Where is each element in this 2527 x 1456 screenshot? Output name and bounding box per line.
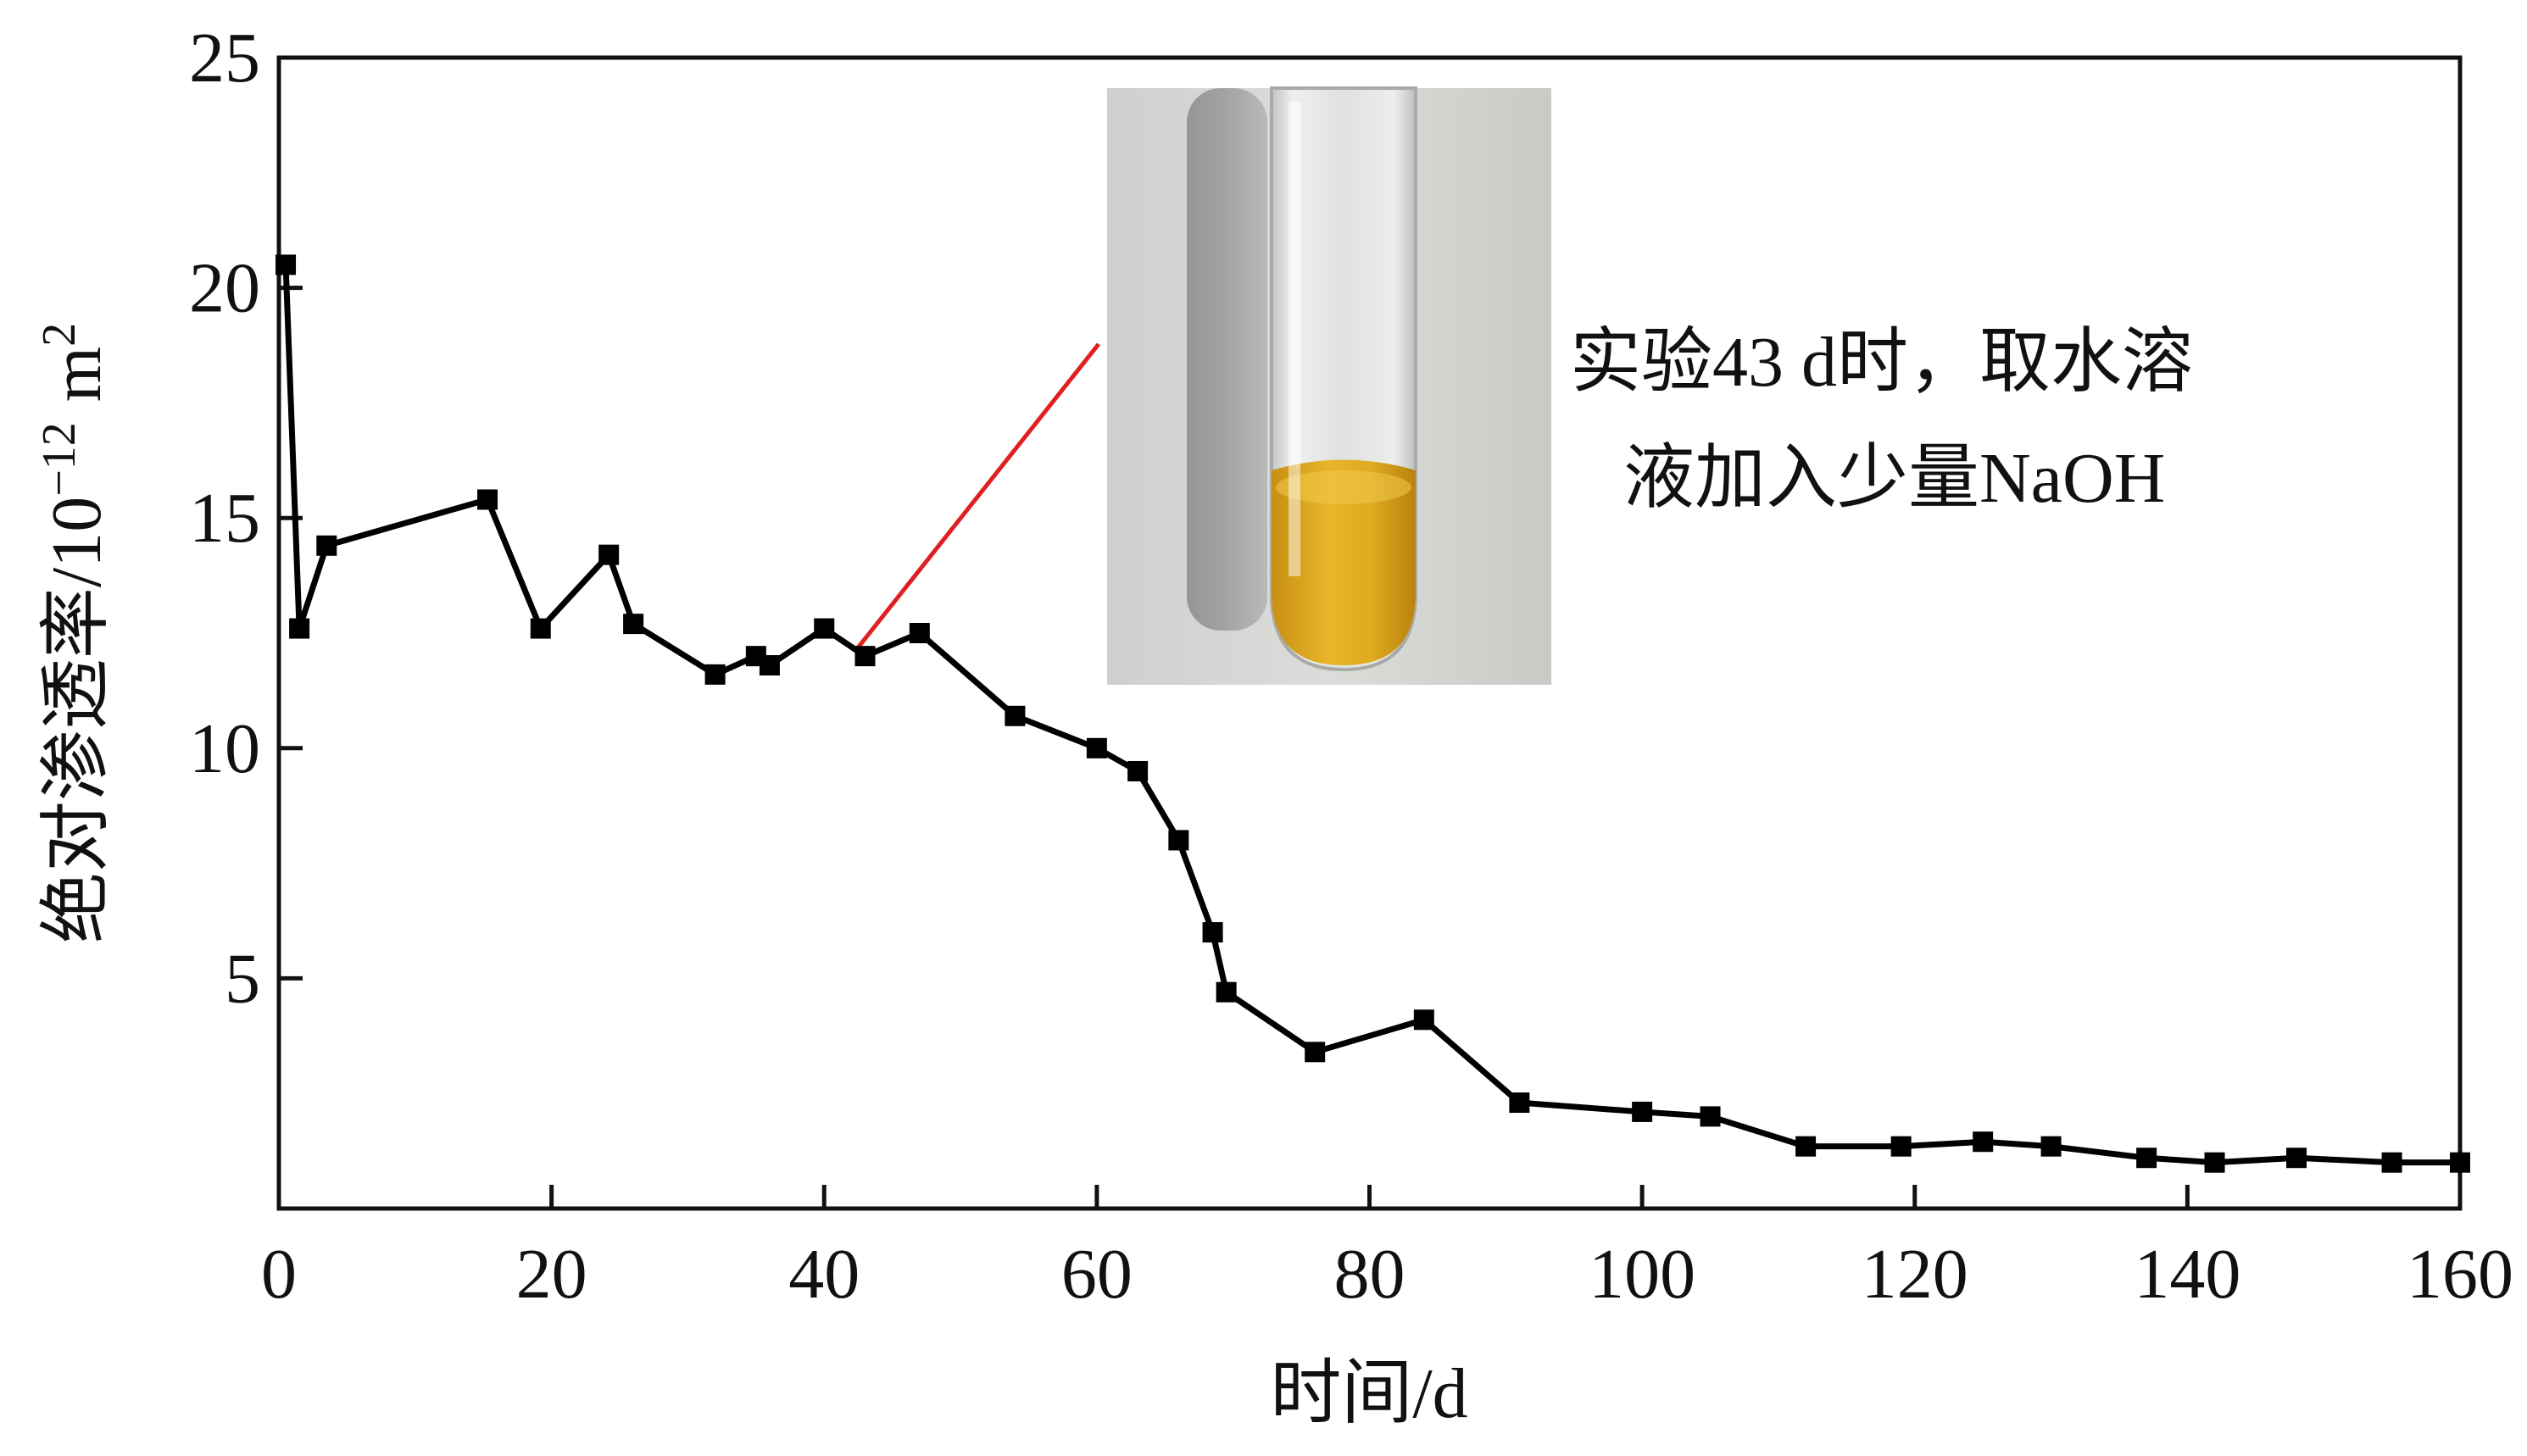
y-axis-title: 绝对渗透率/10−12 m2 (33, 323, 116, 943)
data-point-marker (530, 618, 551, 639)
data-point-marker (477, 489, 498, 510)
data-point-marker (289, 618, 310, 639)
x-axis-title: 时间/d (1270, 1354, 1467, 1433)
liquid-meniscus (1276, 470, 1411, 504)
data-point-marker (276, 254, 297, 275)
data-point-marker (2450, 1152, 2470, 1173)
data-point-marker (1202, 922, 1223, 943)
y-tick-label: 20 (189, 249, 260, 328)
data-point-marker (2286, 1148, 2307, 1169)
data-point-marker (909, 623, 930, 643)
data-point-marker (854, 646, 876, 667)
tube-shadow (1187, 88, 1267, 631)
x-tick-label: 20 (516, 1235, 587, 1314)
data-point-marker (2381, 1152, 2402, 1173)
x-tick-label: 0 (261, 1235, 297, 1314)
data-point-marker (1127, 760, 1149, 781)
data-point-marker (759, 655, 780, 676)
x-tick-label: 120 (1862, 1235, 1968, 1314)
data-point-marker (2204, 1152, 2225, 1173)
y-axis-title-unit: m (37, 347, 116, 402)
data-point-marker (1632, 1101, 1653, 1122)
y-tick-label: 10 (189, 709, 260, 788)
data-point-marker (1086, 737, 1107, 759)
data-point-marker (1890, 1136, 1912, 1157)
y-axis-title-unit-exponent: 2 (33, 323, 86, 347)
x-tick-label: 160 (2407, 1235, 2513, 1314)
test-tube-icon (1270, 86, 1417, 672)
data-point-marker (1413, 1009, 1434, 1031)
data-point-marker (1216, 981, 1237, 1003)
data-point-marker (2040, 1136, 2062, 1157)
annotation-line-2: 液加入少量NaOH (1623, 439, 2165, 518)
y-tick-label: 25 (189, 19, 260, 97)
x-tick-label: 140 (2134, 1235, 2240, 1314)
annotation-pointer-line (854, 342, 1100, 651)
x-tick-label: 40 (788, 1235, 860, 1314)
x-tick-label: 100 (1589, 1235, 1695, 1314)
annotation-line-1: 实验43 d时，取水溶 (1570, 323, 2193, 402)
data-point-marker (1700, 1106, 1721, 1127)
tube-liquid (1272, 459, 1416, 665)
svg-text:绝对渗透率/10−12m2: 绝对渗透率/10−12 m2 (33, 323, 116, 943)
y-axis-title-main: 绝对渗透率/10 (37, 497, 116, 943)
data-point-marker (623, 614, 644, 635)
data-point-marker (1005, 705, 1026, 726)
data-point-marker (1168, 830, 1189, 851)
data-point-marker (1509, 1092, 1530, 1114)
tube-highlight (1289, 102, 1300, 576)
y-tick-label: 5 (225, 939, 260, 1018)
data-point-marker (1305, 1042, 1326, 1063)
data-point-marker (598, 544, 620, 565)
y-tick-label: 15 (189, 479, 260, 558)
y-axis-ticks: 5 10 15 20 25 (189, 19, 303, 1018)
data-point-marker (704, 664, 726, 685)
x-axis-ticks: 0 20 40 60 80 100 120 140 160 (261, 1185, 2513, 1314)
data-point-marker (814, 618, 835, 639)
data-point-marker (1795, 1136, 1817, 1157)
data-point-marker (1973, 1131, 1994, 1153)
inset-photo (1107, 86, 1551, 685)
y-axis-title-exponent: −12 (33, 422, 86, 497)
x-tick-label: 60 (1061, 1235, 1133, 1314)
data-point-marker (316, 535, 337, 556)
data-point-marker (2136, 1148, 2157, 1169)
series-markers (276, 254, 2470, 1173)
x-tick-label: 80 (1334, 1235, 1405, 1314)
